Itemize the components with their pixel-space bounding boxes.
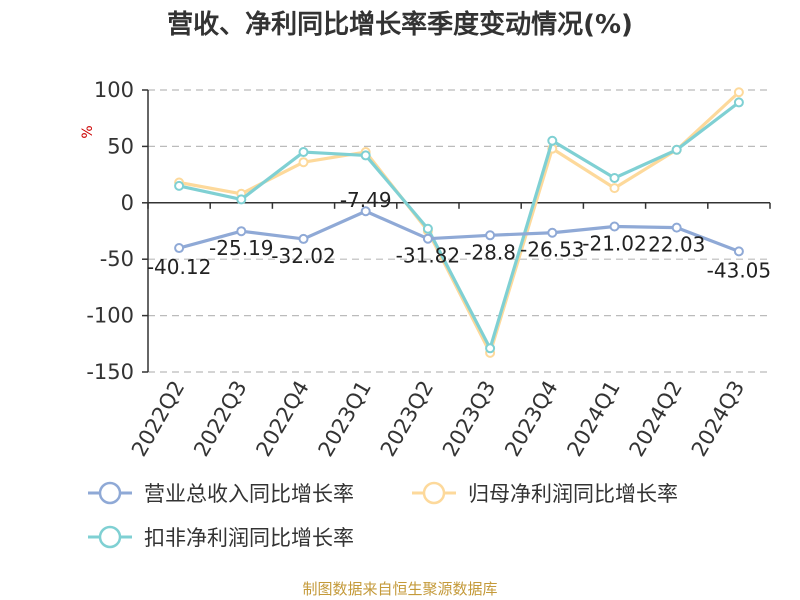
data-point — [298, 147, 309, 158]
data-point — [298, 157, 309, 168]
data-point — [485, 230, 496, 241]
data-point — [298, 233, 309, 244]
data-point — [609, 183, 620, 194]
data-label: -21.02 — [582, 232, 646, 256]
legend-item: 扣非净利润同比增长率 — [88, 525, 354, 550]
x-tick-label: 2024Q1 — [562, 377, 624, 461]
data-point — [485, 343, 496, 354]
series-line — [178, 91, 740, 355]
data-point — [671, 222, 682, 233]
data-point — [609, 172, 620, 183]
data-label: -25.19 — [209, 236, 273, 260]
x-tick-label: 2023Q3 — [438, 376, 500, 460]
legend-label: 归母净利润同比增长率 — [468, 482, 678, 506]
data-point — [733, 246, 744, 257]
data-point — [733, 97, 744, 108]
series-layer — [174, 87, 744, 358]
x-tick-label: 2022Q3 — [189, 377, 251, 461]
data-point — [671, 144, 682, 155]
legend-item: 归母净利润同比增长率 — [412, 481, 678, 506]
legend-label: 扣非净利润同比增长率 — [144, 526, 354, 550]
x-tick-label: 2024Q3 — [687, 377, 749, 461]
data-label: -43.05 — [707, 258, 771, 282]
y-tick-label: 50 — [107, 134, 134, 158]
data-label: -28.8 — [464, 240, 516, 264]
series-line — [178, 101, 740, 350]
y-tick-label: 100 — [94, 78, 134, 102]
data-point — [174, 243, 185, 254]
legend-marker — [98, 525, 122, 549]
data-label: -31.82 — [396, 244, 460, 268]
y-axis-unit: % — [80, 125, 96, 138]
data-point — [360, 150, 371, 161]
data-point — [360, 206, 371, 217]
x-tick-label: 2023Q4 — [500, 377, 562, 461]
data-label: 22.03 — [648, 233, 705, 257]
grid-layer — [148, 89, 770, 373]
data-point — [174, 180, 185, 191]
legend-marker — [98, 481, 122, 505]
data-label: -7.49 — [340, 188, 392, 212]
data-source-note: 制图数据来自恒生聚源数据库 — [302, 580, 498, 598]
legend-marker — [422, 481, 446, 505]
y-tick-label: -100 — [86, 304, 134, 328]
x-tick-label: 2023Q2 — [376, 377, 438, 461]
data-point — [547, 227, 558, 238]
data-label: -40.12 — [147, 255, 211, 279]
data-point — [609, 221, 620, 232]
x-tick-label: 2023Q1 — [314, 377, 376, 461]
data-point — [422, 233, 433, 244]
x-tick-label: 2022Q4 — [251, 377, 313, 461]
data-point — [236, 226, 247, 237]
data-point — [422, 223, 433, 234]
data-point — [547, 135, 558, 146]
x-tick-label: 2022Q2 — [127, 377, 189, 461]
label-layer: -40.12-25.19-32.02 -7.49 -31.82 -28.8 -26.53… — [147, 188, 771, 282]
y-tick-label: 0 — [121, 191, 134, 215]
data-point — [236, 194, 247, 205]
data-label: -32.02 — [271, 244, 335, 268]
y-tick-label: -150 — [86, 360, 134, 384]
legend-item: 营业总收入同比增长率 — [88, 481, 354, 506]
data-point — [733, 87, 744, 98]
chart-title: 营收、净利同比增长率季度变动情况(%) — [167, 10, 633, 40]
x-tick-label: 2024Q2 — [625, 377, 687, 461]
series-line — [178, 209, 740, 253]
y-tick-label: -50 — [100, 247, 134, 271]
legend-label: 营业总收入同比增长率 — [144, 482, 354, 506]
data-label: -26.53 — [520, 238, 584, 262]
